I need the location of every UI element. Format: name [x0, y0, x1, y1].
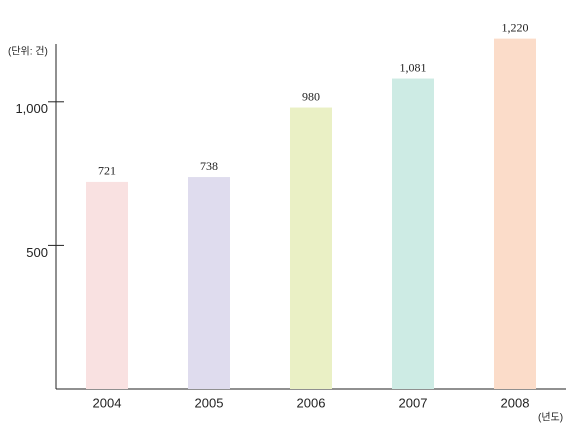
value-label: 980	[302, 89, 320, 103]
value-label: 721	[98, 164, 116, 178]
bar	[494, 38, 536, 390]
y-tick-label: 500	[26, 245, 48, 260]
bar	[290, 107, 332, 389]
x-tick-label: 2006	[297, 395, 326, 410]
x-tick-label: 2008	[501, 395, 530, 410]
bar	[392, 78, 434, 389]
bar	[86, 181, 128, 389]
x-tick-label: 2007	[399, 395, 428, 410]
value-label: 1,220	[502, 20, 529, 34]
value-label: 738	[200, 159, 218, 173]
y-tick-label: 1,000	[15, 101, 48, 116]
x-unit-label: (년도)	[538, 412, 563, 424]
y-unit-label: (단위: 건)	[8, 45, 48, 58]
x-tick-label: 2005	[195, 395, 224, 410]
bar	[188, 177, 230, 389]
x-tick-label: 2004	[93, 395, 122, 410]
value-label: 1,081	[400, 60, 427, 74]
